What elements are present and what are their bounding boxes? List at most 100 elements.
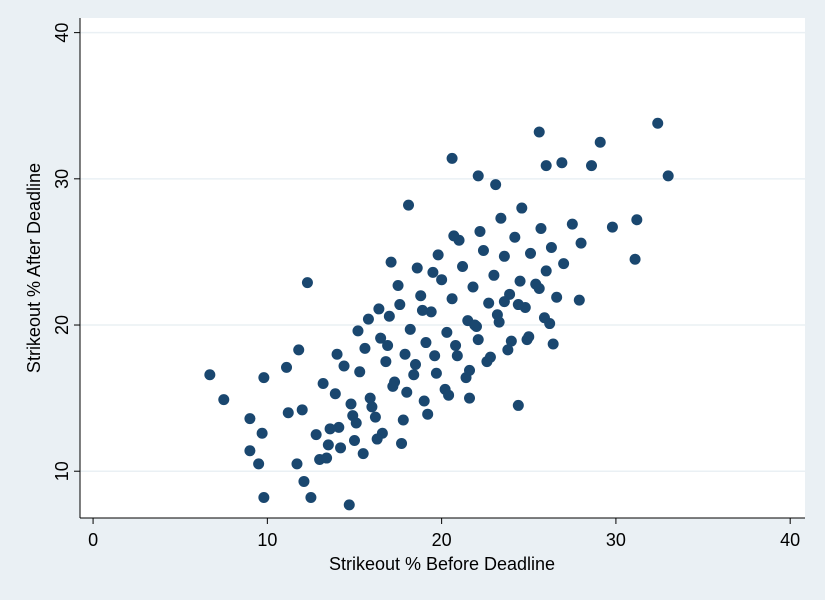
point bbox=[411, 262, 423, 274]
y-tick-label: 20 bbox=[52, 315, 72, 335]
point bbox=[305, 492, 317, 504]
point bbox=[343, 499, 355, 511]
point bbox=[416, 304, 428, 316]
point bbox=[443, 389, 455, 401]
point bbox=[512, 299, 524, 311]
point bbox=[558, 258, 570, 270]
point bbox=[366, 401, 378, 413]
point bbox=[457, 261, 469, 273]
point bbox=[415, 290, 427, 302]
point bbox=[472, 170, 484, 182]
point bbox=[425, 306, 437, 318]
point bbox=[291, 458, 303, 470]
point bbox=[535, 223, 547, 235]
point bbox=[430, 367, 442, 379]
point bbox=[483, 297, 495, 309]
point bbox=[448, 230, 460, 242]
point bbox=[490, 179, 502, 191]
point bbox=[352, 325, 364, 337]
point bbox=[594, 136, 606, 148]
point bbox=[629, 253, 641, 265]
point bbox=[396, 437, 408, 449]
point bbox=[429, 350, 441, 362]
point bbox=[477, 244, 489, 256]
point bbox=[338, 360, 350, 372]
point bbox=[362, 313, 374, 325]
point bbox=[281, 361, 293, 373]
point bbox=[409, 358, 421, 370]
point bbox=[551, 291, 563, 303]
point bbox=[427, 266, 439, 278]
point bbox=[432, 249, 444, 261]
point bbox=[394, 299, 406, 311]
point bbox=[387, 380, 399, 392]
point bbox=[436, 274, 448, 286]
point bbox=[446, 152, 458, 164]
point bbox=[253, 458, 265, 470]
point bbox=[505, 335, 517, 347]
point bbox=[293, 344, 305, 356]
point bbox=[399, 348, 411, 360]
point bbox=[469, 319, 481, 331]
x-axis-label: Strikeout % Before Deadline bbox=[329, 554, 555, 574]
y-tick-label: 10 bbox=[52, 461, 72, 481]
point bbox=[322, 439, 334, 451]
point bbox=[422, 408, 434, 420]
point bbox=[547, 338, 559, 350]
point bbox=[450, 339, 462, 351]
point bbox=[474, 225, 486, 237]
point bbox=[317, 377, 329, 389]
point bbox=[556, 157, 568, 169]
x-tick-label: 30 bbox=[606, 530, 626, 550]
point bbox=[357, 448, 369, 460]
point bbox=[575, 237, 587, 249]
point bbox=[256, 427, 268, 439]
point bbox=[301, 277, 313, 289]
point bbox=[652, 117, 664, 129]
point bbox=[335, 442, 347, 454]
x-tick-label: 10 bbox=[257, 530, 277, 550]
x-tick-label: 0 bbox=[88, 530, 98, 550]
point bbox=[491, 309, 503, 321]
point bbox=[401, 386, 413, 398]
point bbox=[258, 372, 270, 384]
point bbox=[329, 388, 341, 400]
point bbox=[467, 281, 479, 293]
point bbox=[310, 429, 322, 441]
point bbox=[345, 398, 357, 410]
point bbox=[218, 394, 230, 406]
point bbox=[348, 435, 360, 447]
point bbox=[533, 282, 545, 294]
point bbox=[364, 392, 376, 404]
point bbox=[380, 356, 392, 368]
point bbox=[631, 214, 643, 226]
point bbox=[464, 364, 476, 376]
y-tick-label: 30 bbox=[52, 169, 72, 189]
point bbox=[540, 160, 552, 172]
point bbox=[298, 475, 310, 487]
point bbox=[258, 492, 270, 504]
x-tick-label: 40 bbox=[780, 530, 800, 550]
point bbox=[333, 421, 345, 433]
point bbox=[441, 326, 453, 338]
point bbox=[606, 221, 618, 233]
point bbox=[488, 269, 500, 281]
point bbox=[244, 445, 256, 457]
point bbox=[350, 417, 362, 429]
point bbox=[385, 256, 397, 268]
y-axis-label: Strikeout % After Deadline bbox=[24, 163, 44, 373]
point bbox=[392, 280, 404, 292]
point bbox=[321, 452, 333, 464]
point bbox=[509, 231, 521, 243]
point bbox=[420, 337, 432, 349]
point bbox=[495, 212, 507, 224]
y-tick-label: 40 bbox=[52, 23, 72, 43]
point bbox=[383, 310, 395, 322]
point bbox=[446, 293, 458, 305]
point bbox=[404, 323, 416, 335]
point bbox=[484, 351, 496, 363]
point bbox=[525, 247, 537, 259]
point bbox=[451, 350, 463, 362]
point bbox=[204, 369, 216, 381]
point bbox=[472, 334, 484, 346]
